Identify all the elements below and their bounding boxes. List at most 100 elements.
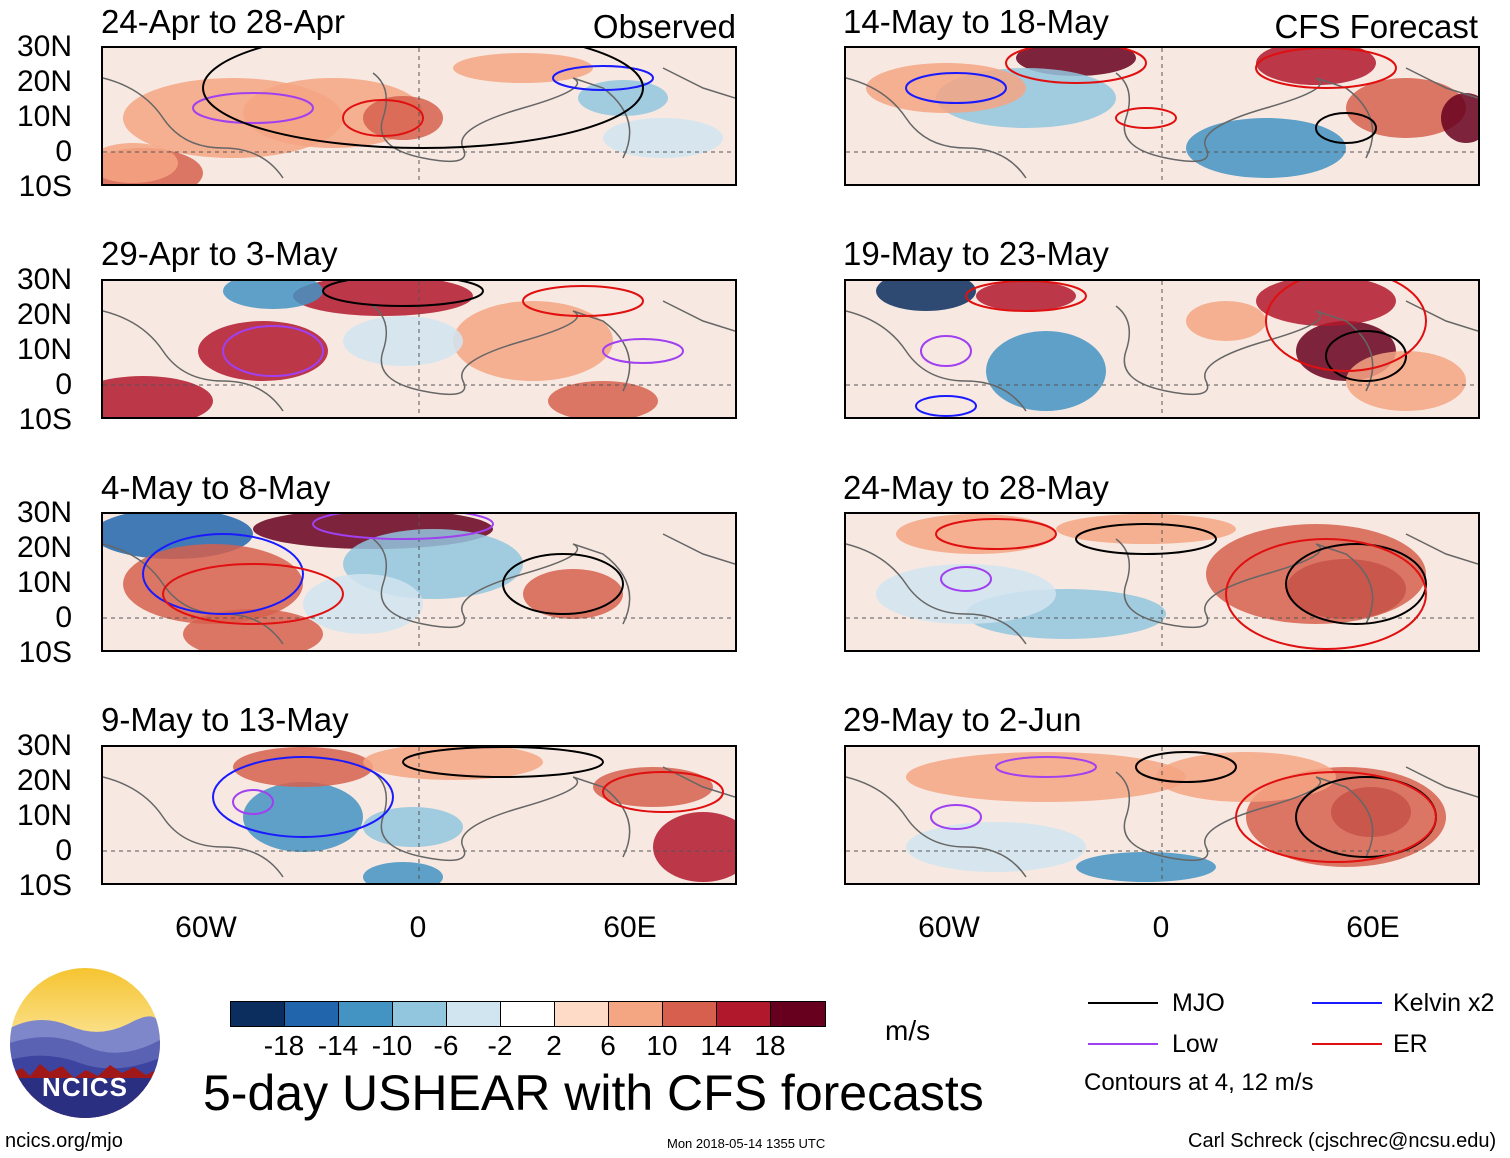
contour-er [1115, 107, 1177, 129]
contour-mjo [502, 553, 624, 615]
colorbar-tick: 10 [646, 1030, 678, 1061]
shear-anomaly-region [363, 96, 443, 140]
coastline [846, 300, 1478, 412]
shear-anomaly-region [1346, 351, 1466, 411]
shear-anomaly-region [293, 281, 473, 316]
colorbar-tick: -18 [263, 1030, 305, 1061]
colorbar-swatch [339, 1002, 393, 1026]
contour-er [602, 771, 724, 813]
map-panel-forecast-1 [844, 46, 1480, 186]
lat-label: 20N [16, 531, 72, 564]
footer-credit: Carl Schreck (cjschrec@ncsu.edu) [1188, 1130, 1497, 1152]
lon-label-60w: 60W [918, 911, 980, 944]
contour-er [965, 281, 1087, 312]
colorbar-tick: -6 [433, 1030, 459, 1061]
ncics-logo: NCICS [10, 968, 160, 1118]
legend-er-line [1312, 1043, 1382, 1045]
shear-anomaly-region [896, 514, 1056, 554]
map-panel-forecast-4 [844, 745, 1480, 885]
colorbar-tick: 14 [700, 1030, 732, 1061]
lon-label-0: 0 [1152, 911, 1170, 944]
footer-timestamp: Mon 2018-05-14 1355 UTC [667, 1136, 826, 1151]
contour-low [192, 92, 314, 124]
lon-label-0: 0 [409, 911, 427, 944]
forecast-label: CFS Forecast [1274, 8, 1478, 45]
colorbar-units: m/s [885, 1015, 931, 1046]
lat-label: 20N [16, 65, 72, 98]
colorbar-swatch [771, 1002, 825, 1026]
shear-anomaly-region [343, 316, 463, 366]
footer-site-link[interactable]: ncics.org/mjo [5, 1130, 123, 1152]
legend-mjo-line [1088, 1002, 1158, 1004]
lat-label: 10N [16, 566, 72, 599]
lat-label: 0 [55, 135, 72, 168]
shear-anomaly-region [453, 53, 593, 83]
shear-anomaly-region [1206, 524, 1426, 624]
colorbar-tick: 2 [546, 1030, 562, 1061]
panel-title: 14-May to 18-May [843, 3, 1109, 40]
shear-anomaly-region [183, 609, 323, 650]
contour-mjo [1315, 112, 1377, 144]
shear-anomaly-region [986, 331, 1106, 411]
lon-label-60e: 60E [1346, 911, 1400, 944]
contour-low [602, 338, 684, 364]
contour-mjo [402, 747, 604, 778]
panel-title: 29-May to 2-Jun [843, 701, 1082, 738]
colorbar-swatch [609, 1002, 663, 1026]
colorbar-swatch [555, 1002, 609, 1026]
legend-low-line [1088, 1043, 1158, 1045]
shear-anomaly-region [1346, 78, 1466, 138]
colorbar-swatch [285, 1002, 339, 1026]
shear-anomaly-region [1256, 281, 1396, 326]
shear-anomaly-region [603, 118, 723, 158]
colorbar-tick: 18 [754, 1030, 786, 1061]
contour-kelvin [552, 65, 654, 91]
shear-anomaly-region [363, 807, 463, 847]
contour-kelvin [905, 72, 1007, 104]
logo-text: NCICS [42, 1072, 128, 1102]
coastline [103, 533, 735, 645]
shear-anomaly-region [1056, 514, 1236, 544]
lon-label-60w: 60W [175, 911, 237, 944]
contour-er [162, 563, 344, 625]
panel-title: 24-Apr to 28-Apr [101, 3, 345, 40]
lat-label: 10S [18, 170, 72, 203]
contour-er [1225, 538, 1427, 650]
lat-label: 30N [16, 263, 72, 296]
contour-mjo [1285, 543, 1427, 625]
shear-anomaly-region [876, 564, 1056, 624]
colorbar-swatch [717, 1002, 771, 1026]
panel-title: 19-May to 23-May [843, 235, 1109, 272]
shear-anomaly-region [1076, 852, 1216, 882]
panel-title: 24-May to 28-May [843, 469, 1109, 506]
map-panel-observed-4 [101, 745, 737, 885]
lat-label: 10N [16, 100, 72, 133]
shear-anomaly-region [1156, 752, 1336, 802]
shear-anomaly-region [453, 301, 613, 381]
colorbar-tick: 6 [600, 1030, 616, 1061]
colorbar-swatch [393, 1002, 447, 1026]
lat-label: 30N [16, 496, 72, 529]
panel-title: 29-Apr to 3-May [101, 235, 338, 272]
shear-anomaly-region [103, 143, 178, 183]
contour-er [1005, 48, 1147, 84]
map-panel-forecast-2 [844, 279, 1480, 419]
contour-er [1235, 771, 1437, 863]
contour-low [232, 789, 274, 815]
shear-anomaly-region [1186, 301, 1266, 341]
shear-anomaly-region [1441, 93, 1478, 143]
contour-low [920, 335, 972, 367]
lat-label: 20N [16, 764, 72, 797]
lat-label: 10S [18, 636, 72, 669]
shear-anomaly-region [866, 63, 1026, 113]
lat-label: 0 [55, 834, 72, 867]
colorbar [230, 1001, 826, 1027]
coastline [103, 766, 735, 878]
map-panel-forecast-3 [844, 512, 1480, 652]
shear-anomaly-region [363, 747, 543, 780]
main-title: 5-day USHEAR with CFS forecasts [203, 1065, 984, 1121]
map-panel-observed-3 [101, 512, 737, 652]
contour-mjo [1135, 751, 1237, 783]
lat-label: 10N [16, 333, 72, 366]
shear-anomaly-region [1256, 48, 1376, 85]
